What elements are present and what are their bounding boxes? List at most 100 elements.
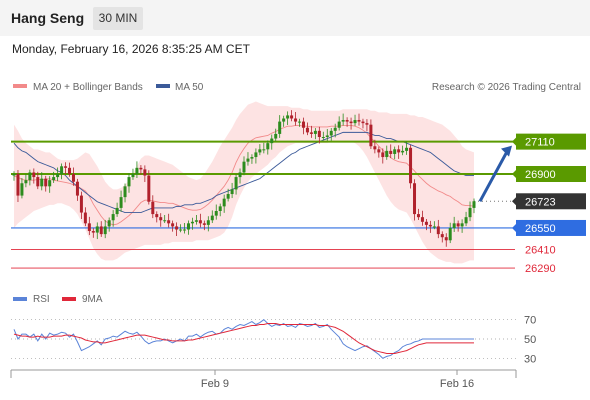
candle-body	[325, 135, 329, 137]
candle-body	[179, 229, 183, 231]
candle	[190, 217, 194, 230]
candle-body	[194, 220, 198, 222]
candle	[317, 126, 321, 144]
candle	[349, 117, 353, 130]
credit-text: Research © 2026 Trading Central	[432, 82, 581, 93]
candle	[20, 178, 24, 199]
candle	[258, 144, 262, 156]
candle-body	[405, 147, 409, 151]
candle	[68, 162, 72, 177]
rsi-plot: 70 50 30	[11, 315, 536, 365]
candle	[238, 168, 242, 184]
candle	[440, 231, 444, 243]
candle-body	[436, 226, 440, 235]
candle-body	[416, 214, 420, 218]
candle	[186, 220, 190, 235]
legend-rsi-ma-swatch	[62, 297, 76, 301]
candle	[393, 146, 397, 160]
candle	[175, 222, 179, 236]
candle	[401, 145, 405, 156]
candle	[420, 210, 424, 226]
candle-body	[40, 178, 44, 187]
candle-body	[309, 132, 313, 134]
candle-body	[250, 157, 254, 159]
candle	[282, 115, 286, 127]
candle-body	[202, 223, 206, 225]
candle	[345, 117, 349, 127]
candle	[460, 219, 464, 233]
candle-body	[313, 130, 317, 134]
level-box-pointer-2	[512, 197, 516, 206]
candle-body	[298, 121, 302, 123]
candle-body	[460, 223, 464, 227]
candle-body	[222, 198, 226, 207]
candle-body	[171, 223, 175, 227]
candle	[95, 222, 99, 240]
candle	[452, 216, 456, 232]
candle-body	[206, 220, 210, 225]
candle	[24, 173, 28, 188]
candle	[171, 220, 175, 232]
candle-body	[341, 120, 345, 122]
candle-body	[230, 189, 234, 195]
candle	[115, 202, 119, 217]
candle	[202, 220, 206, 231]
candle-body	[48, 180, 52, 187]
bollinger-band	[14, 101, 474, 264]
candle	[413, 179, 417, 221]
level-box-3	[516, 219, 586, 236]
legend-rsi-swatch	[13, 297, 27, 301]
candle-body	[115, 207, 119, 215]
timeframe-button[interactable]: 30 MIN	[93, 7, 143, 30]
candle-body	[377, 149, 381, 153]
candle	[48, 176, 52, 193]
candle-body	[159, 217, 163, 221]
legend-bb-swatch	[13, 84, 27, 88]
candle	[230, 182, 234, 199]
candle-body	[428, 224, 432, 227]
candle-body	[91, 231, 95, 233]
candle	[179, 224, 183, 233]
candle-body	[143, 169, 147, 176]
candle	[12, 171, 16, 181]
candle	[123, 183, 127, 203]
candle	[111, 210, 115, 227]
rsi-tick-label-1: 50	[524, 334, 536, 346]
candle-body	[103, 226, 107, 235]
candle	[147, 170, 151, 205]
candle-body	[266, 143, 270, 150]
candle	[365, 119, 369, 132]
candle	[389, 144, 393, 158]
legend-bb-label: MA 20 + Bollinger Bands	[33, 82, 143, 93]
chart-datetime: Monday, February 16, 2026 8:35:25 AM CET	[12, 42, 250, 56]
candle	[218, 203, 222, 217]
candle-body	[468, 207, 472, 218]
rsi-ma-line	[13, 323, 474, 354]
candle	[468, 201, 472, 222]
level-box-pointer-3	[512, 223, 516, 232]
candle	[183, 223, 187, 234]
candle	[424, 219, 428, 231]
candle	[79, 191, 83, 220]
candle-body	[151, 201, 155, 215]
candle	[135, 161, 139, 179]
candle-body	[52, 177, 56, 181]
candle-body	[127, 177, 131, 187]
level-box-2	[516, 193, 586, 210]
candle	[40, 172, 44, 191]
candle	[131, 168, 135, 180]
candle-body	[345, 120, 349, 122]
level-label-3: 26550	[525, 223, 556, 235]
candle-body	[397, 149, 401, 153]
candle-body	[87, 223, 91, 232]
candle	[305, 122, 309, 136]
candle-body	[60, 166, 64, 174]
candle-body	[155, 214, 159, 218]
candle	[432, 221, 436, 230]
candle	[210, 210, 214, 224]
candle	[369, 119, 373, 150]
candle	[298, 118, 302, 127]
candle	[246, 152, 250, 166]
candle-body	[234, 177, 238, 190]
